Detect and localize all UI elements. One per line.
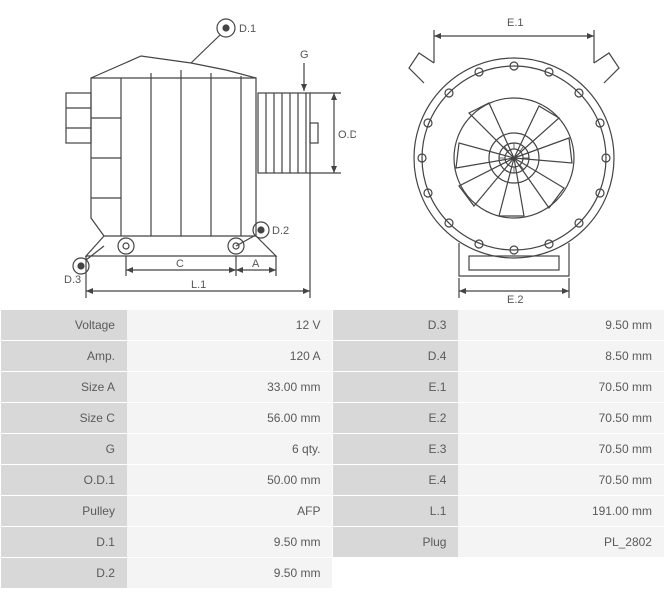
spec-tables: Voltage12 VAmp.120 ASize A33.00 mmSize C… — [0, 310, 665, 589]
spec-value: 70.50 mm — [458, 403, 664, 433]
label-c: C — [176, 258, 184, 270]
spec-value: 50.00 mm — [127, 465, 333, 495]
spec-row: Size A33.00 mm — [1, 372, 333, 402]
spec-value: 191.00 mm — [458, 496, 664, 526]
spec-row: D.29.50 mm — [1, 558, 333, 588]
spec-row: O.D.150.00 mm — [1, 465, 333, 495]
spec-row: E.270.50 mm — [333, 403, 665, 433]
spec-label: Amp. — [1, 341, 127, 371]
spec-row: G6 qty. — [1, 434, 333, 464]
spec-value: 56.00 mm — [127, 403, 333, 433]
spec-row: E.170.50 mm — [333, 372, 665, 402]
spec-label: D.4 — [333, 341, 459, 371]
spec-row: PulleyAFP — [1, 496, 333, 526]
front-view-diagram: E.1 — [389, 8, 639, 303]
spec-value: 8.50 mm — [458, 341, 664, 371]
spec-label: E.4 — [333, 465, 459, 495]
label-d1: D.1 — [239, 23, 256, 35]
side-view-diagram: D.1 D.2 D.3 G — [26, 8, 356, 303]
spec-value: 9.50 mm — [458, 310, 664, 340]
spec-label: Pulley — [1, 496, 127, 526]
diagram-area: D.1 D.2 D.3 G — [0, 0, 665, 310]
spec-value: 9.50 mm — [127, 527, 333, 557]
spec-label: Size C — [1, 403, 127, 433]
label-d2: D.2 — [272, 225, 289, 237]
spec-label: D.2 — [1, 558, 127, 588]
spec-row: D.39.50 mm — [333, 310, 665, 340]
spec-label: D.1 — [1, 527, 127, 557]
label-od1: O.D.1 — [338, 129, 356, 141]
spec-row: Voltage12 V — [1, 310, 333, 340]
spec-row: Size C56.00 mm — [1, 403, 333, 433]
spec-label: Size A — [1, 372, 127, 402]
spec-label: O.D.1 — [1, 465, 127, 495]
spec-row: D.48.50 mm — [333, 341, 665, 371]
label-e1: E.1 — [507, 17, 524, 29]
label-e2: E.2 — [507, 294, 524, 303]
spec-value: PL_2802 — [458, 527, 664, 557]
spec-row: E.470.50 mm — [333, 465, 665, 495]
spec-value: 70.50 mm — [458, 434, 664, 464]
spec-value: 33.00 mm — [127, 372, 333, 402]
spec-col-right: D.39.50 mmD.48.50 mmE.170.50 mmE.270.50 … — [333, 310, 665, 589]
side-view-svg: D.1 D.2 D.3 G — [26, 8, 356, 303]
spec-label: L.1 — [333, 496, 459, 526]
spec-value: 70.50 mm — [458, 465, 664, 495]
label-l1: L.1 — [191, 279, 206, 291]
spec-row: PlugPL_2802 — [333, 527, 665, 557]
spec-label: E.1 — [333, 372, 459, 402]
spec-value: AFP — [127, 496, 333, 526]
label-a: A — [252, 258, 260, 270]
spec-row: E.370.50 mm — [333, 434, 665, 464]
label-d3: D.3 — [64, 274, 81, 286]
spec-value: 6 qty. — [127, 434, 333, 464]
spec-label: G — [1, 434, 127, 464]
spec-row: Amp.120 A — [1, 341, 333, 371]
spec-value: 12 V — [127, 310, 333, 340]
spec-label: Plug — [333, 527, 459, 557]
spec-value: 120 A — [127, 341, 333, 371]
spec-row: L.1191.00 mm — [333, 496, 665, 526]
spec-label: Voltage — [1, 310, 127, 340]
spec-label: E.2 — [333, 403, 459, 433]
spec-label: D.3 — [333, 310, 459, 340]
front-view-svg: E.1 — [389, 8, 639, 303]
spec-label: E.3 — [333, 434, 459, 464]
spec-value: 70.50 mm — [458, 372, 664, 402]
spec-row: D.19.50 mm — [1, 527, 333, 557]
spec-col-left: Voltage12 VAmp.120 ASize A33.00 mmSize C… — [1, 310, 333, 589]
label-g: G — [300, 49, 309, 61]
spec-value: 9.50 mm — [127, 558, 333, 588]
